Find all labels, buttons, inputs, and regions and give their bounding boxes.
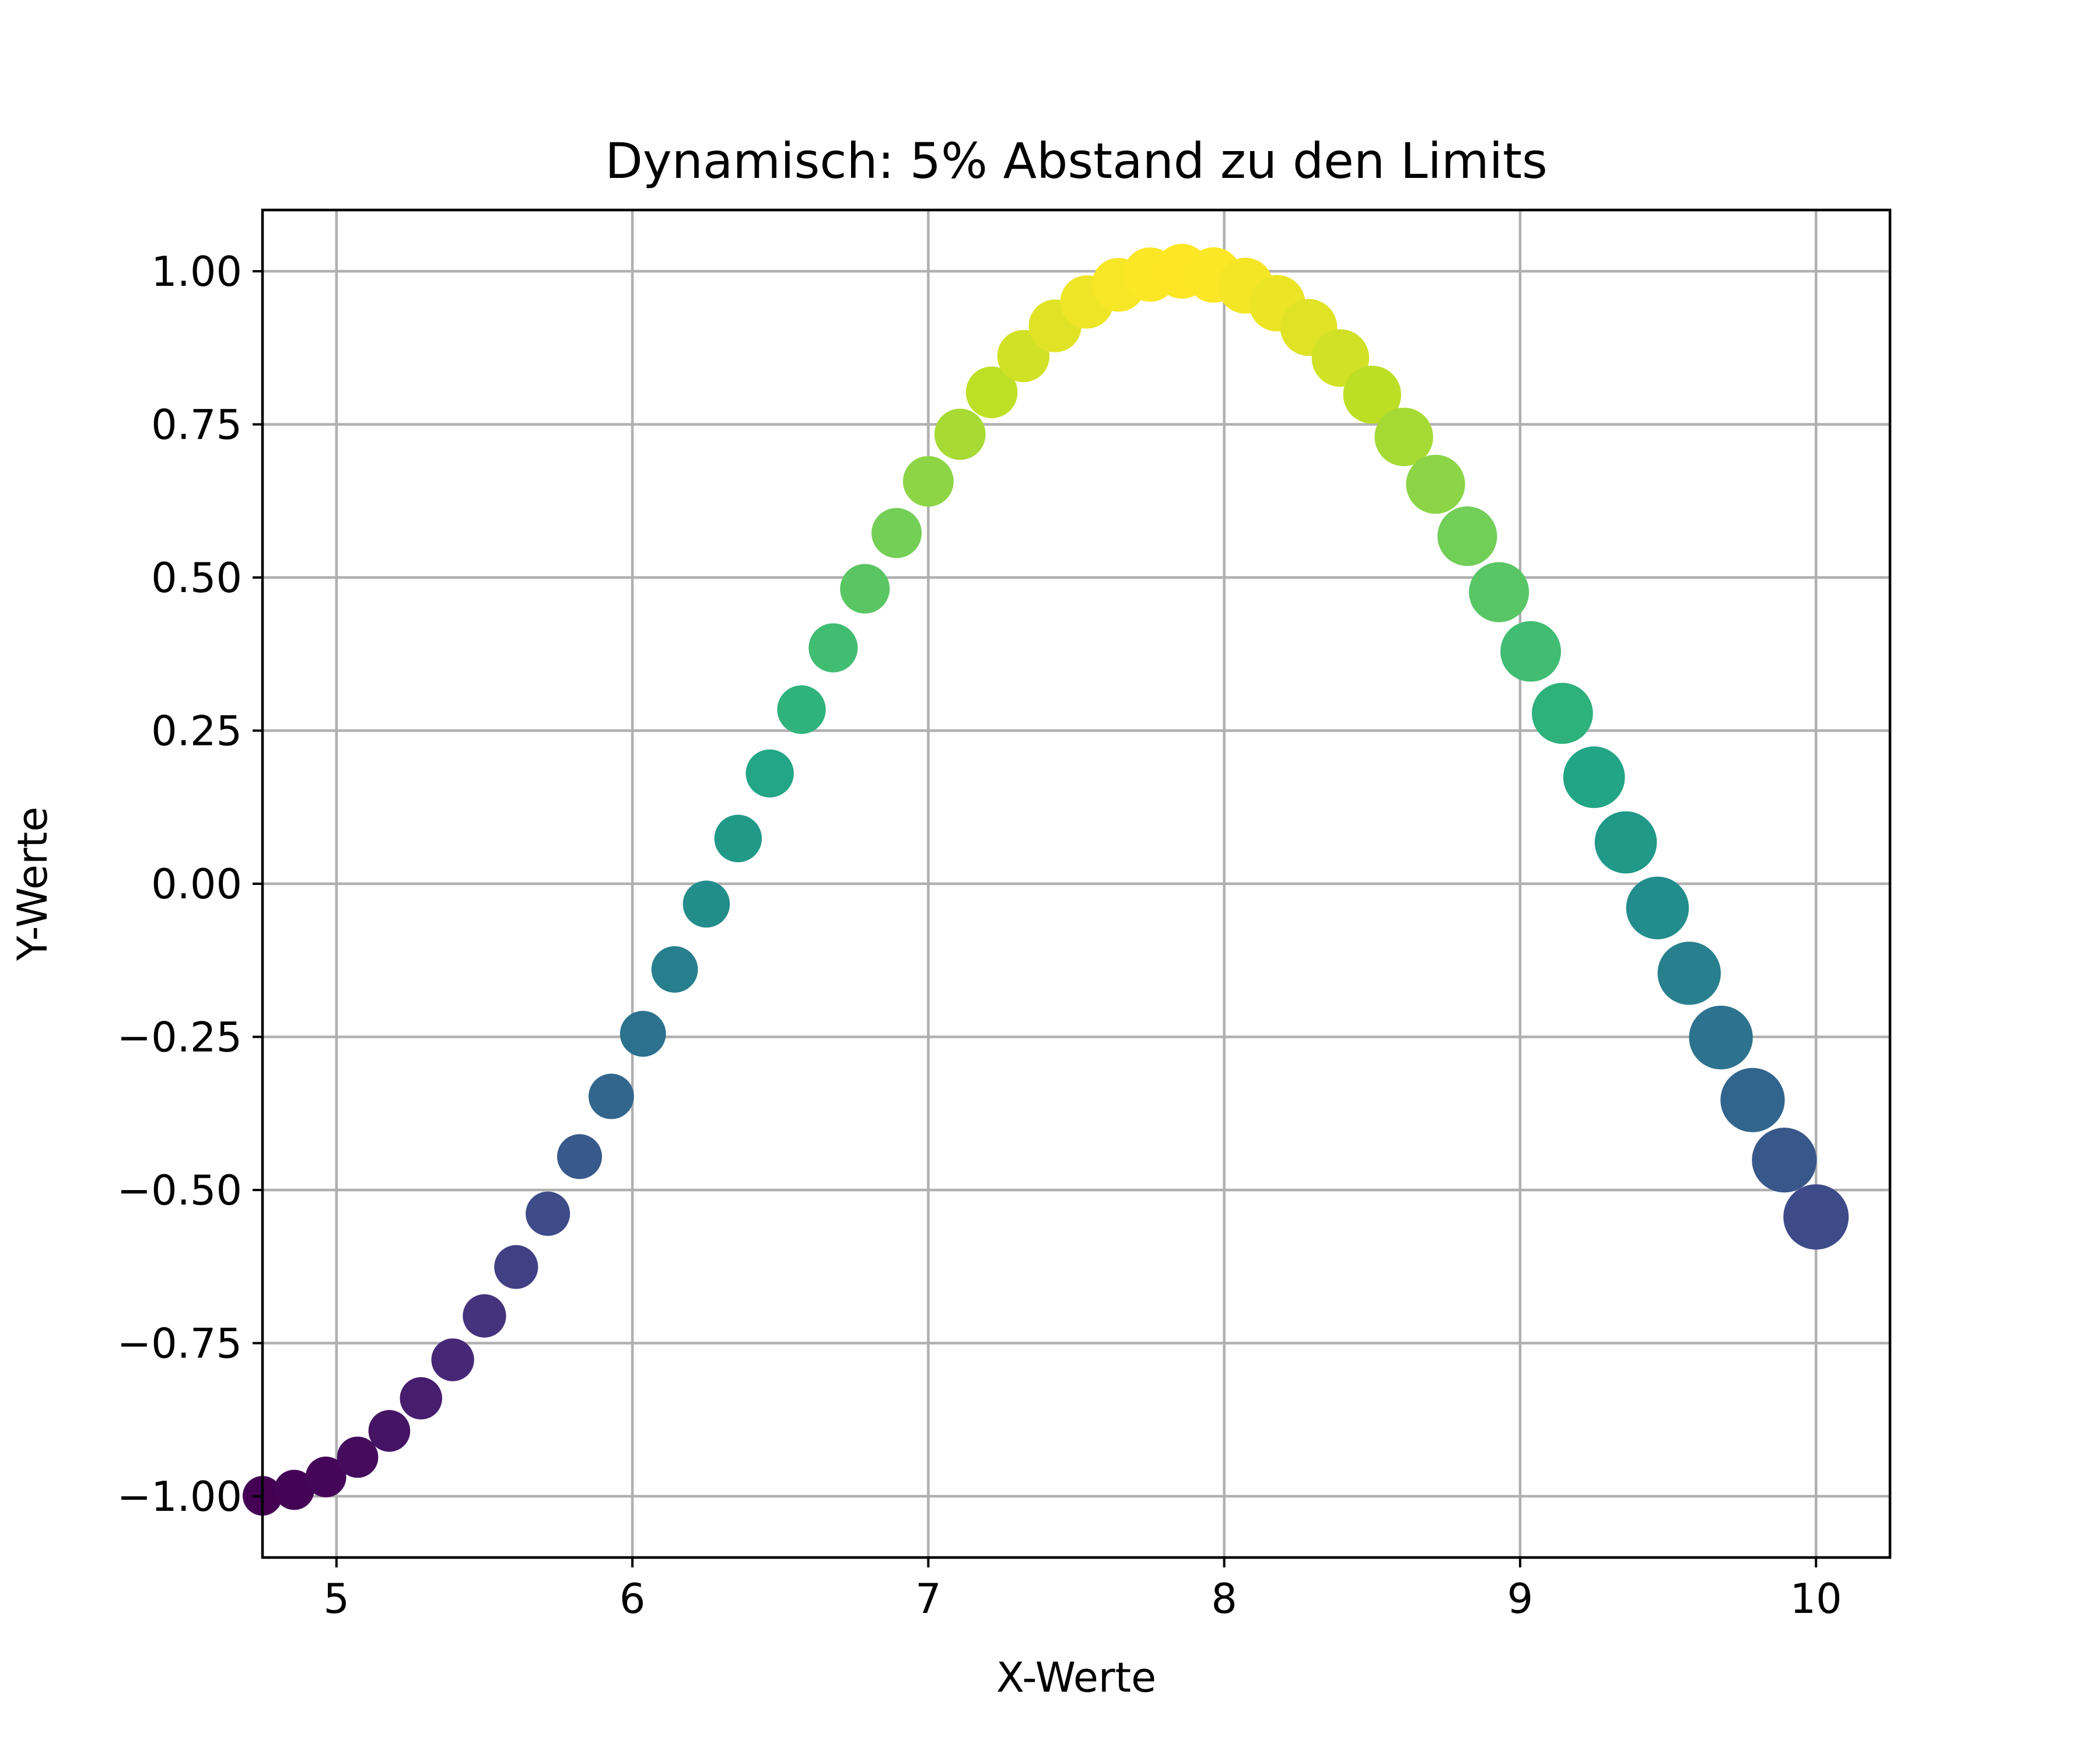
scatter-point <box>305 1456 346 1497</box>
y-tick-label: −0.25 <box>117 1014 242 1062</box>
scatter-point <box>1531 682 1593 744</box>
scatter-point <box>746 749 794 798</box>
scatter-point <box>431 1338 474 1381</box>
scatter-point <box>902 456 954 507</box>
scatter-point <box>1783 1184 1849 1250</box>
scatter-point <box>1406 454 1465 514</box>
scatter-point <box>1720 1068 1785 1132</box>
y-tick-label: 1.00 <box>151 248 242 296</box>
scatter-point <box>682 880 730 928</box>
x-tick-label: 5 <box>324 1575 350 1623</box>
scatter-point <box>1469 562 1530 622</box>
scatter-point <box>651 946 698 993</box>
scatter-point <box>494 1245 538 1289</box>
scatter-point <box>1594 811 1657 874</box>
scatter-point <box>1374 407 1433 467</box>
axis-ticks: 5 6 7 8 9 10 1.00 0.75 0.50 0.25 0.00 −0.25 −0.50 −0.… <box>117 248 1842 1623</box>
scatter-point <box>1563 746 1625 808</box>
scatter-point <box>368 1410 411 1452</box>
y-tick-label: −1.00 <box>117 1473 242 1521</box>
y-tick-label: 0.00 <box>151 860 242 908</box>
scatter-point <box>1689 1005 1753 1070</box>
scatter-point <box>1437 506 1497 566</box>
scatter-point <box>872 508 922 558</box>
scatter-point <box>620 1010 666 1057</box>
x-tick-label: 6 <box>620 1575 646 1623</box>
y-tick-label: −0.75 <box>117 1320 242 1368</box>
x-tick-label: 9 <box>1507 1575 1534 1623</box>
scatter-point <box>808 623 858 673</box>
scatter-point <box>1657 942 1721 1005</box>
scatter-point <box>400 1377 442 1420</box>
scatter-point <box>1752 1128 1817 1193</box>
x-axis-label: X-Werte <box>996 1654 1156 1702</box>
scatter-point <box>337 1436 379 1478</box>
scatter-point <box>1343 365 1401 424</box>
y-tick-label: 0.25 <box>151 708 242 755</box>
chart-title: Dynamisch: 5% Abstand zu den Limits <box>605 132 1548 190</box>
scatter-point <box>526 1191 570 1236</box>
scatter-point <box>777 685 826 734</box>
scatter-point <box>965 366 1018 418</box>
scatter-point <box>714 814 762 863</box>
grid <box>262 210 1890 1558</box>
y-tick-label: 0.50 <box>151 554 242 602</box>
scatter-point <box>934 408 986 460</box>
scatter-point <box>557 1134 602 1180</box>
scatter-point <box>1500 621 1561 682</box>
scatter-point <box>1626 876 1689 940</box>
y-tick-label: 0.75 <box>151 401 242 449</box>
y-tick-label: −0.50 <box>117 1167 242 1214</box>
scatter-point <box>274 1469 314 1510</box>
x-tick-label: 10 <box>1790 1575 1842 1623</box>
data-points <box>243 243 1849 1516</box>
scatter-point <box>463 1294 506 1338</box>
x-tick-label: 7 <box>915 1575 942 1623</box>
y-axis-label: Y-Werte <box>9 807 57 961</box>
scatter-point <box>588 1073 634 1119</box>
scatter-point <box>840 564 890 614</box>
x-tick-label: 8 <box>1211 1575 1237 1623</box>
